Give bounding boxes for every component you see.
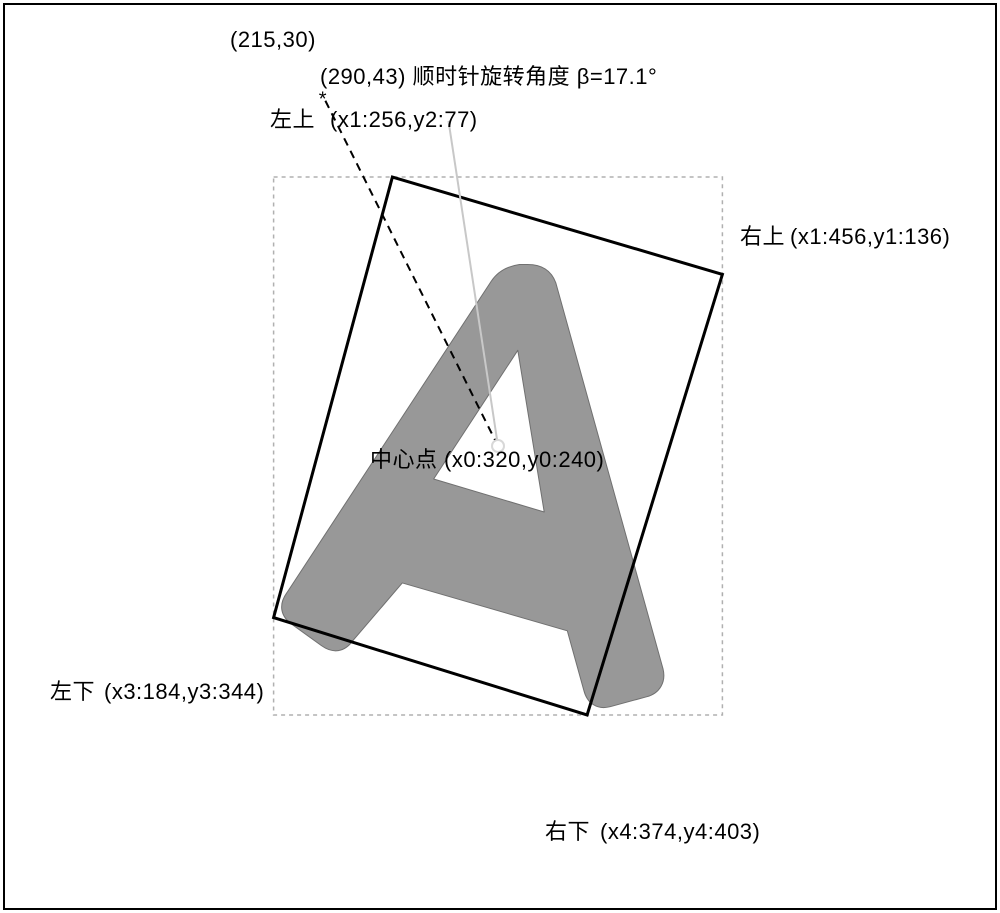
center-coord-text: (x0:320,y0:240) (444, 447, 604, 472)
svg-text:*: * (319, 89, 327, 111)
top-right-prefix-text: 右上 (740, 224, 785, 249)
label-bot-right-prefix: 右下 (545, 820, 590, 844)
top-right-coord-text: (x1:456,y1:136) (790, 224, 950, 249)
label-top-right-prefix: 右上 (740, 225, 785, 249)
center-prefix-text: 中心点 (370, 447, 438, 472)
bot-left-prefix-text: 左下 (50, 679, 95, 704)
bot-right-coord-text: (x4:374,y4:403) (600, 819, 760, 844)
label-bot-right-coord: (x4:374,y4:403) (600, 820, 760, 844)
letter-a-group (282, 265, 664, 708)
label-top-right-coord: (x1:456,y1:136) (790, 225, 950, 249)
bot-left-coord-text: (x3:184,y3:344) (104, 679, 264, 704)
letter-a-shape (282, 265, 664, 708)
label-center-coord: (x0:320,y0:240) (444, 448, 604, 472)
label-ref-rotated: (290,43) 顺时针旋转角度 β=17.1° (320, 65, 657, 89)
label-top-left-prefix: 左上 (270, 108, 315, 132)
ref-rotated-coord: (290,43) (320, 64, 406, 89)
bot-right-prefix-text: 右下 (545, 819, 590, 844)
label-ref-original: (215,30) (230, 28, 316, 52)
rotation-angle-text: 顺时针旋转角度 β=17.1° (413, 64, 658, 89)
top-left-prefix-text: 左上 (270, 107, 315, 132)
top-left-coord-text: (x1:256,y2:77) (330, 107, 478, 132)
label-center-prefix: 中心点 (370, 448, 438, 472)
label-top-left-coord: (x1:256,y2:77) (330, 108, 478, 132)
diagram-root: * (215,30) (290,43) 顺时针旋转角度 β=17.1° 左上 (… (0, 0, 1000, 913)
ref-original-text: (215,30) (230, 27, 316, 52)
label-bot-left-coord: (x3:184,y3:344) (104, 680, 264, 704)
label-bot-left-prefix: 左下 (50, 680, 95, 704)
